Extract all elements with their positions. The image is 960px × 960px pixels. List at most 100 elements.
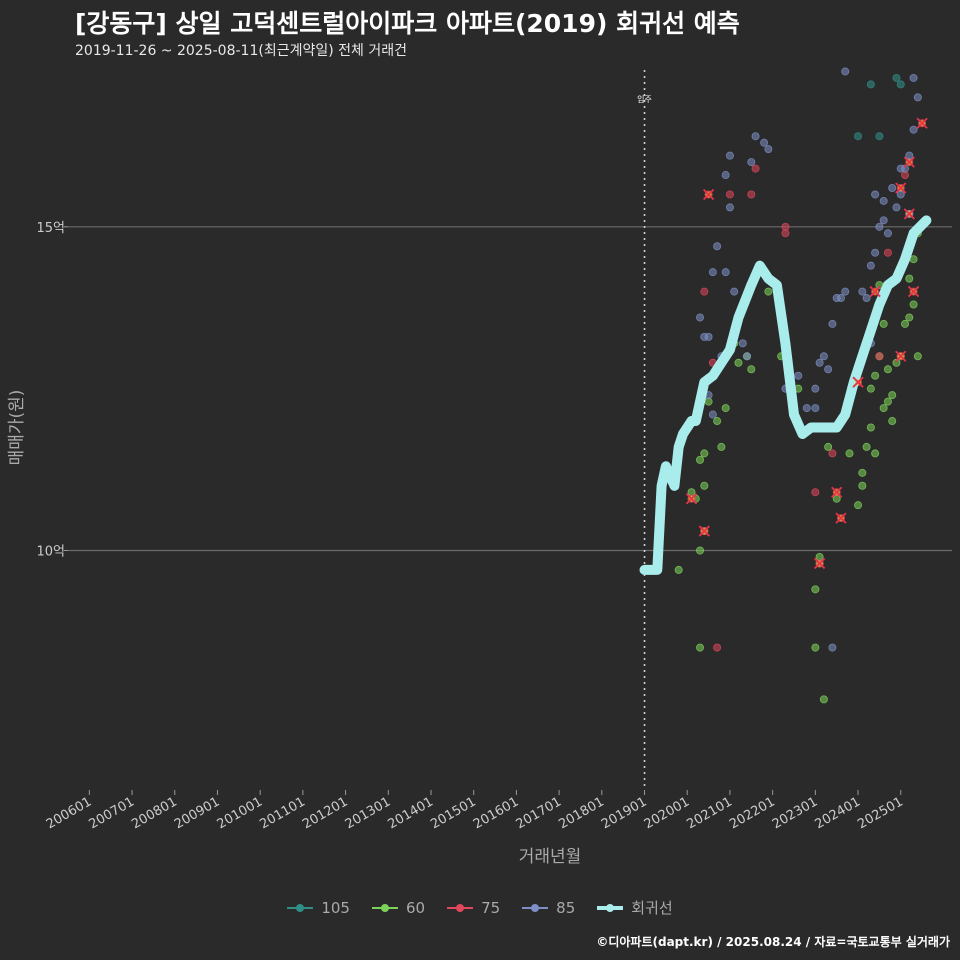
cross-marker-8[interactable] <box>895 350 907 362</box>
legend-item-105[interactable]: 105 <box>287 897 350 918</box>
point-60-29[interactable] <box>845 449 854 458</box>
point-85-10[interactable] <box>738 339 747 348</box>
cross-marker-12[interactable] <box>907 285 920 298</box>
cross-marker-10[interactable] <box>903 156 915 168</box>
cross-marker-1[interactable] <box>698 525 710 537</box>
point-85-23[interactable] <box>811 404 820 413</box>
legend-item-75[interactable]: 75 <box>447 897 500 918</box>
point-60-4[interactable] <box>700 481 709 490</box>
point-85-30[interactable] <box>841 287 850 296</box>
point-60-0[interactable] <box>674 565 683 574</box>
point-60-48[interactable] <box>905 274 914 283</box>
point-85-7[interactable] <box>725 151 734 160</box>
point-60-54[interactable] <box>888 417 897 426</box>
cross-marker-3[interactable] <box>813 557 826 570</box>
point-85-43[interactable] <box>909 125 918 134</box>
point-60-53[interactable] <box>883 397 892 406</box>
point-85-33[interactable] <box>858 287 867 296</box>
cross-marker-9[interactable] <box>895 182 907 194</box>
point-60-41[interactable] <box>892 358 901 367</box>
point-60-5[interactable] <box>700 449 709 458</box>
point-75-26[interactable] <box>883 248 892 257</box>
point-60-17[interactable] <box>747 365 756 374</box>
point-60-33[interactable] <box>862 442 871 451</box>
cross-marker-6[interactable] <box>852 376 864 388</box>
point-60-27[interactable] <box>824 442 833 451</box>
point-60-12[interactable] <box>713 417 722 426</box>
point-105-6[interactable] <box>854 132 863 141</box>
point-75-11[interactable] <box>811 488 820 497</box>
point-75-18[interactable] <box>875 352 884 361</box>
point-60-38[interactable] <box>879 404 888 413</box>
point-105-3[interactable] <box>875 132 884 141</box>
point-60-32[interactable] <box>858 468 867 477</box>
legend-item-85[interactable]: 85 <box>522 897 575 918</box>
point-75-6[interactable] <box>725 190 734 199</box>
point-105-5[interactable] <box>896 80 905 89</box>
point-85-39[interactable] <box>892 203 901 212</box>
cross-marker-2[interactable] <box>702 188 715 201</box>
point-60-34[interactable] <box>866 423 875 432</box>
point-85-40[interactable] <box>896 190 905 199</box>
point-60-22[interactable] <box>811 585 820 594</box>
point-60-31[interactable] <box>858 481 867 490</box>
point-75-13[interactable] <box>828 449 837 458</box>
point-85-34[interactable] <box>866 261 875 270</box>
point-85-21[interactable] <box>802 404 811 413</box>
point-85-12[interactable] <box>747 158 756 167</box>
point-85-6[interactable] <box>721 171 730 180</box>
point-85-11[interactable] <box>743 352 752 361</box>
point-85-49[interactable] <box>896 164 905 173</box>
point-60-26[interactable] <box>819 695 828 704</box>
point-85-8[interactable] <box>725 203 734 212</box>
point-85-20[interactable] <box>794 371 803 380</box>
point-60-43[interactable] <box>901 319 910 328</box>
point-60-7[interactable] <box>696 546 705 555</box>
point-85-38[interactable] <box>883 229 892 238</box>
point-60-11[interactable] <box>721 404 730 413</box>
point-85-26[interactable] <box>824 365 833 374</box>
point-85-32[interactable] <box>841 67 850 76</box>
point-85-9[interactable] <box>730 287 739 296</box>
cross-marker-11[interactable] <box>903 208 915 220</box>
point-60-23[interactable] <box>811 643 820 652</box>
point-60-9[interactable] <box>696 643 705 652</box>
cross-marker-7[interactable] <box>869 285 881 298</box>
point-105-4[interactable] <box>892 73 901 82</box>
point-85-17[interactable] <box>700 332 709 341</box>
point-60-35[interactable] <box>866 384 875 393</box>
point-85-2[interactable] <box>708 268 717 277</box>
point-85-18[interactable] <box>708 410 717 419</box>
point-60-10[interactable] <box>717 442 726 451</box>
point-85-52[interactable] <box>862 294 871 303</box>
point-60-3[interactable] <box>696 455 705 464</box>
point-85-45[interactable] <box>909 73 918 82</box>
legend-item-regression[interactable]: 회귀선 <box>597 897 673 918</box>
point-60-45[interactable] <box>909 300 918 309</box>
point-60-51[interactable] <box>879 319 888 328</box>
point-85-15[interactable] <box>760 138 769 147</box>
point-60-30[interactable] <box>854 501 863 510</box>
point-105-7[interactable] <box>866 80 875 89</box>
point-85-29[interactable] <box>836 294 845 303</box>
point-85-3[interactable] <box>713 242 722 251</box>
point-85-27[interactable] <box>828 319 837 328</box>
cross-marker-13[interactable] <box>916 117 928 129</box>
point-85-22[interactable] <box>811 384 820 393</box>
point-75-2[interactable] <box>700 287 709 296</box>
point-60-40[interactable] <box>888 391 897 400</box>
point-75-10[interactable] <box>781 222 790 231</box>
point-85-47[interactable] <box>879 216 888 225</box>
point-85-36[interactable] <box>875 222 884 231</box>
point-75-8[interactable] <box>751 164 760 173</box>
cross-marker-4[interactable] <box>831 486 843 498</box>
point-60-44[interactable] <box>905 313 914 322</box>
point-75-5[interactable] <box>713 643 722 652</box>
point-60-52[interactable] <box>871 449 880 458</box>
point-85-46[interactable] <box>871 190 880 199</box>
point-60-19[interactable] <box>764 287 773 296</box>
point-85-44[interactable] <box>913 93 922 102</box>
point-85-35[interactable] <box>871 248 880 257</box>
cross-marker-0[interactable] <box>685 493 698 505</box>
point-85-48[interactable] <box>888 183 897 192</box>
